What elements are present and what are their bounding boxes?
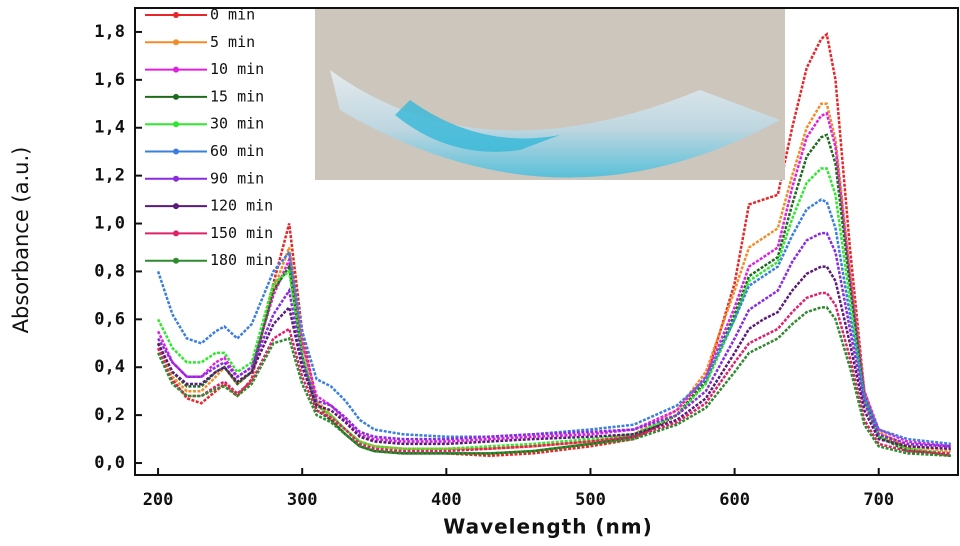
x-tick-label: 500	[575, 490, 606, 510]
series-line	[156, 111, 951, 448]
legend-label: 0 min	[210, 6, 255, 24]
y-axis-label: Absorbance (a.u.)	[9, 147, 33, 334]
series-line	[156, 167, 951, 455]
legend-label: 90 min	[210, 169, 264, 187]
legend-label: 60 min	[210, 142, 264, 160]
legend-marker	[173, 257, 179, 264]
plot-frame	[134, 7, 959, 476]
legend-marker	[173, 148, 179, 155]
x-tick-label: 600	[719, 490, 750, 510]
legend-marker	[173, 203, 179, 210]
y-tick-label: 0,0	[94, 453, 125, 473]
legend-marker	[173, 66, 179, 73]
legend-marker	[173, 230, 179, 237]
y-tick-label: 1,8	[94, 22, 125, 42]
legend-label: 180 min	[210, 251, 273, 269]
series-line	[157, 231, 951, 448]
x-tick-label: 300	[287, 490, 318, 510]
y-tick-label: 0,6	[94, 309, 125, 329]
legend-label: 120 min	[210, 197, 273, 215]
series-line	[156, 306, 951, 458]
legend-label: 150 min	[210, 224, 273, 242]
x-axis-label: Wavelength (nm)	[443, 515, 653, 539]
legend-label: 30 min	[210, 115, 264, 133]
legend-label: 15 min	[210, 87, 264, 105]
legend-marker	[173, 12, 179, 18]
y-tick-label: 1,4	[94, 118, 125, 138]
legend-marker	[173, 121, 179, 128]
x-tick-label: 400	[431, 490, 462, 510]
legend-label: 10 min	[210, 60, 264, 78]
y-tick-label: 1,2	[94, 166, 125, 186]
y-tick-label: 1,0	[94, 214, 125, 234]
legend-marker	[173, 175, 179, 182]
series-line	[156, 291, 951, 455]
series-line	[156, 102, 951, 453]
x-tick-label: 200	[143, 490, 174, 510]
legend-marker	[173, 93, 179, 100]
y-tick-label: 0,8	[94, 261, 125, 281]
legend-label: 5 min	[210, 33, 255, 51]
x-tick-label: 700	[863, 490, 894, 510]
legend-marker	[173, 39, 179, 46]
inset-photo	[315, 8, 785, 180]
series-line	[156, 133, 951, 458]
y-tick-label: 0,4	[94, 357, 125, 377]
series-line	[156, 31, 952, 458]
series-line	[156, 265, 951, 450]
y-tick-label: 0,2	[94, 405, 125, 425]
y-tick-label: 1,6	[94, 70, 125, 90]
